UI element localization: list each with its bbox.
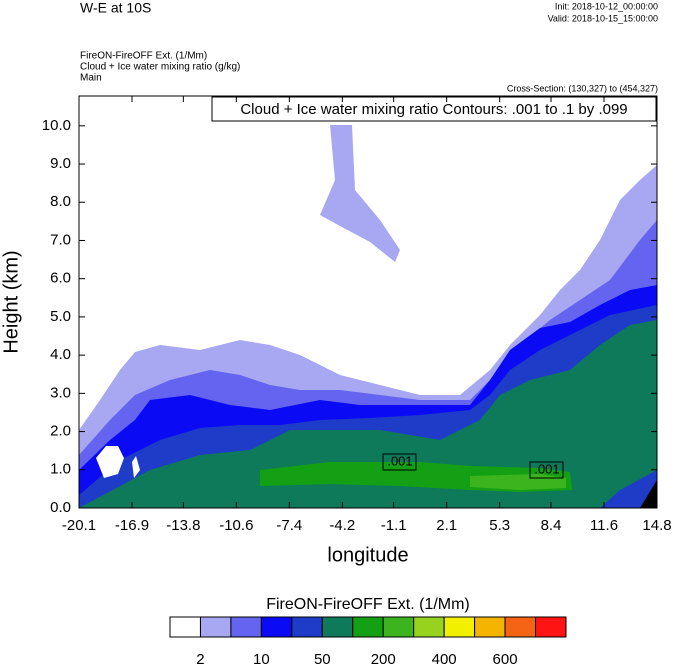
colorbar-label: 400 [432, 651, 457, 667]
y-axis-title: Height (km) [0, 250, 22, 353]
y-tick-label: 0.0 [50, 499, 71, 516]
x-tick-label: -1.1 [381, 517, 407, 534]
colorbar-swatch [474, 616, 506, 638]
colorbar-swatch [535, 616, 567, 638]
y-tick-label: 2.0 [50, 423, 71, 440]
x-tick-label: 5.3 [489, 517, 510, 534]
x-tick-label: -16.9 [115, 517, 149, 534]
x-tick-label: 2.1 [436, 517, 457, 534]
colorbar-title: FireON-FireOFF Ext. (1/Mm) [266, 596, 470, 613]
x-axis-title: longitude [327, 544, 408, 566]
plot-area [78, 95, 658, 509]
field-label: FireON-FireOFF Ext. (1/Mm) [80, 51, 207, 62]
x-tick-label: -4.2 [329, 517, 355, 534]
colorbar-label: 200 [371, 651, 396, 667]
contour-label-box [529, 461, 564, 479]
y-tick-label: 5.0 [50, 308, 71, 325]
y-tick-label: 9.0 [50, 155, 71, 172]
colorbar-swatch [504, 616, 537, 638]
field-label: Main [80, 73, 102, 84]
contour-fill [320, 125, 400, 262]
x-tick-label: 8.4 [541, 517, 562, 534]
colorbar-swatch [199, 616, 232, 638]
colorbar-swatch [169, 616, 201, 638]
y-tick-label: 8.0 [50, 193, 71, 210]
colorbar-label: 600 [493, 651, 518, 667]
colorbar-swatch [352, 616, 384, 638]
colorbar-swatch [413, 616, 445, 638]
colorbar-swatch [230, 616, 262, 638]
y-tick-label: 1.0 [50, 461, 71, 478]
field-label: Cloud + Ice water mixing ratio (g/kg) [80, 62, 240, 73]
contour-label: .001 [534, 461, 559, 476]
x-tick-label: 11.6 [590, 517, 618, 534]
colorbar-swatch [260, 616, 293, 638]
y-tick-label: 10.0 [42, 117, 71, 134]
x-tick-label: -7.4 [276, 517, 302, 534]
x-tick-label: -10.6 [219, 517, 253, 534]
colorbar-label: 2 [196, 651, 204, 667]
y-tick-label: 7.0 [50, 231, 71, 248]
y-tick-label: 3.0 [50, 384, 71, 401]
contour-fill [132, 456, 140, 478]
plot-frame [78, 95, 658, 509]
contour-note-box [211, 96, 657, 122]
contour-fill [96, 446, 124, 478]
init-time: Init: 2018-10-12_00:00:00 [555, 1, 658, 11]
colorbar-swatch [321, 616, 354, 638]
contour-fill [640, 480, 657, 508]
chart-title: W-E at 10S [80, 0, 151, 16]
contour-note: Cloud + Ice water mixing ratio Contours:… [240, 101, 627, 118]
x-tick-label: -13.8 [166, 517, 200, 534]
colorbar-label: 10 [253, 651, 270, 667]
colorbar-swatch [443, 616, 476, 638]
valid-time: Valid: 2018-10-15_15:00:00 [548, 13, 658, 23]
colorbar-swatch [291, 616, 323, 638]
colorbar-label: 50 [314, 651, 331, 667]
contour-fill [79, 320, 657, 508]
cross-section: Cross-Section: (130,327) to (454,327) [507, 83, 658, 93]
contour-label: .001 [387, 453, 412, 468]
colorbar-swatch [382, 616, 415, 638]
x-tick-label: -20.1 [62, 517, 96, 534]
y-tick-label: 6.0 [50, 270, 71, 287]
y-tick-label: 4.0 [50, 346, 71, 363]
x-tick-label: 14.8 [642, 517, 671, 534]
contour-label-box [382, 453, 417, 471]
